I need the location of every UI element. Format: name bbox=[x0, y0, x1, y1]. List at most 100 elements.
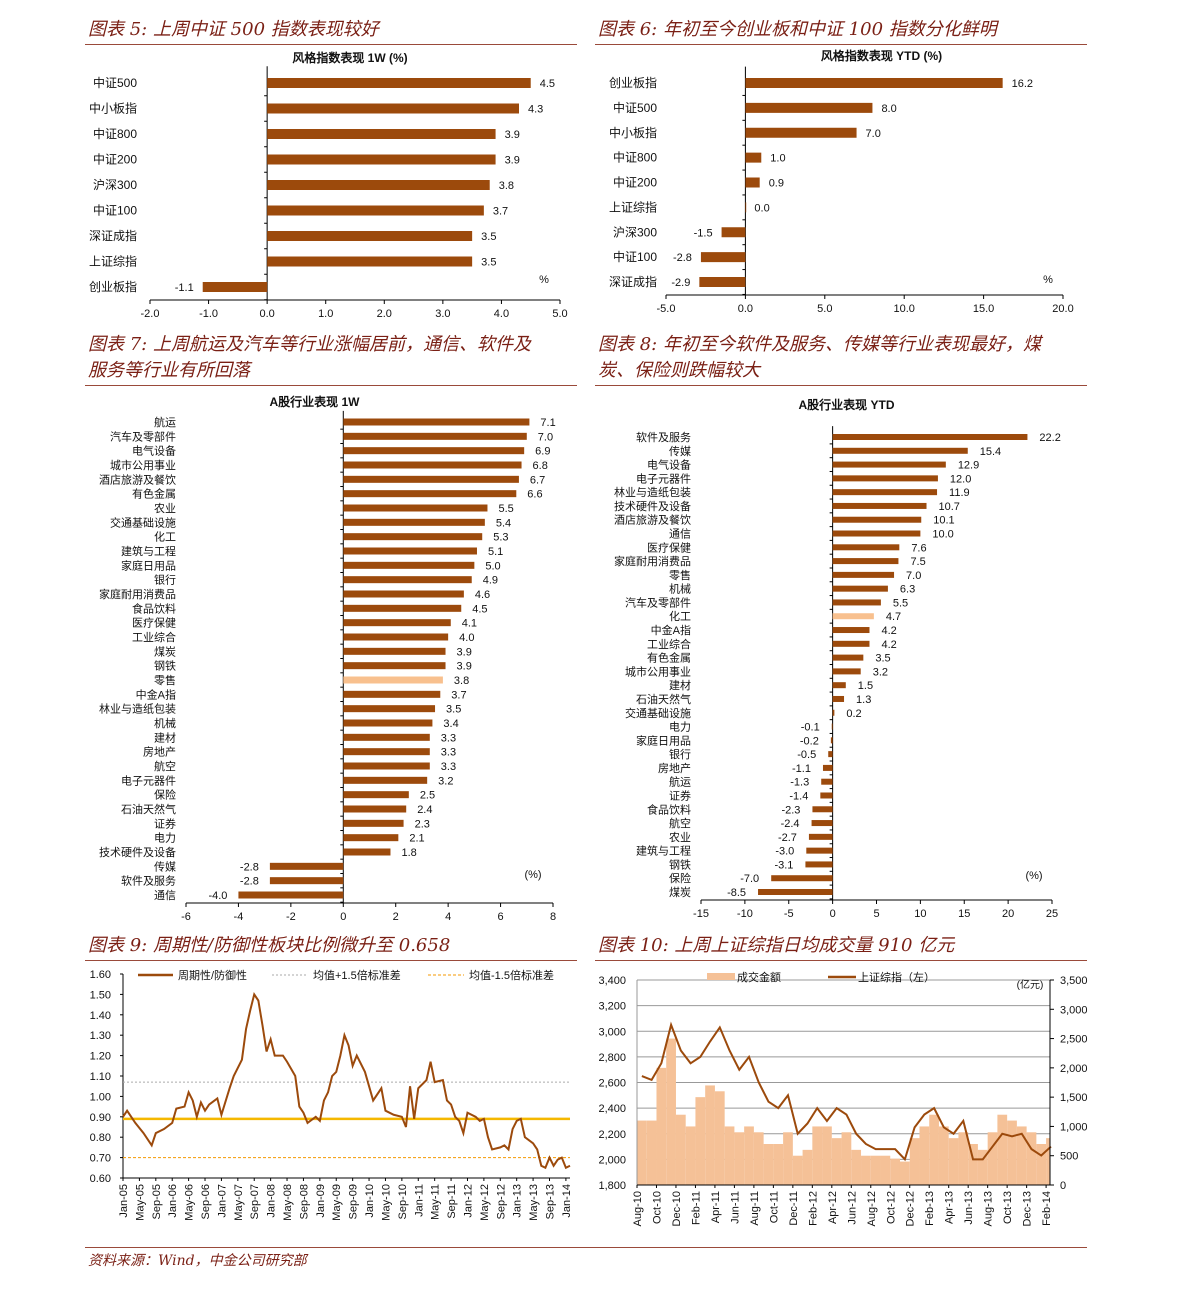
x-tick-label: 25 bbox=[1046, 908, 1058, 920]
left-y-tick-label: 2,200 bbox=[598, 1129, 626, 1141]
right-y-tick-label: 500 bbox=[1060, 1151, 1078, 1163]
x-tick-label: Apr-12 bbox=[827, 1191, 839, 1224]
category-label: 航运 bbox=[154, 415, 176, 429]
data-label: 5.5 bbox=[893, 597, 908, 609]
data-label: -2.7 bbox=[778, 832, 797, 844]
x-tick-label: May-11 bbox=[430, 1184, 442, 1220]
right-y-tick-label: 2,500 bbox=[1060, 1034, 1088, 1046]
data-label: 4.5 bbox=[540, 78, 555, 90]
bar bbox=[267, 78, 531, 88]
x-tick-label: -4 bbox=[234, 911, 244, 923]
data-label: 4.9 bbox=[483, 575, 498, 587]
x-tick-label: -1.0 bbox=[199, 308, 218, 320]
category-label: 传媒 bbox=[669, 445, 691, 458]
unit-label: (%) bbox=[1025, 870, 1042, 882]
category-label: 中证800 bbox=[613, 150, 657, 165]
data-label: 12.0 bbox=[950, 473, 971, 485]
x-tick-label: Oct-12 bbox=[885, 1191, 897, 1224]
category-label: 零售 bbox=[669, 568, 691, 582]
index-series-line bbox=[641, 1021, 1052, 1162]
x-tick-label: 15.0 bbox=[973, 303, 994, 315]
bar bbox=[267, 180, 490, 190]
x-tick-label: 0 bbox=[340, 911, 346, 923]
legend-minus: 均值-1.5倍标准差 bbox=[469, 968, 554, 982]
bar bbox=[832, 668, 861, 675]
bar bbox=[267, 129, 496, 139]
bar bbox=[832, 434, 1028, 440]
category-label: 沪深300 bbox=[613, 225, 657, 239]
x-tick-label: May-05 bbox=[134, 1184, 146, 1221]
volume-bar bbox=[929, 1114, 939, 1185]
volume-bar bbox=[646, 1120, 657, 1185]
bar bbox=[343, 690, 441, 698]
bar bbox=[269, 877, 344, 885]
figure-6-title: 图表 6: 年初至今创业板和中证 100 指数分化鲜明 bbox=[598, 19, 997, 40]
divider bbox=[595, 44, 1087, 45]
category-label: 食品饮料 bbox=[132, 601, 176, 615]
bar bbox=[343, 819, 404, 827]
data-label: 10.0 bbox=[932, 529, 953, 541]
bar bbox=[721, 227, 746, 238]
x-tick-label: -5.0 bbox=[657, 303, 676, 315]
volume-bar bbox=[831, 1138, 842, 1185]
category-label: 中证200 bbox=[613, 175, 657, 190]
y-tick-label: 0.90 bbox=[90, 1112, 111, 1124]
x-tick-label: Sep-11 bbox=[446, 1184, 458, 1219]
figure-8-title-line2: 炭、保险则跌幅较大 bbox=[598, 360, 760, 381]
bar bbox=[805, 861, 833, 868]
data-label: 4.7 bbox=[886, 611, 901, 623]
bar bbox=[745, 152, 762, 163]
bar bbox=[832, 709, 835, 716]
data-label: -2.8 bbox=[240, 876, 259, 888]
right-y-tick-label: 1,000 bbox=[1060, 1121, 1088, 1133]
category-label: 房地产 bbox=[658, 761, 691, 775]
x-tick-label: May-09 bbox=[331, 1184, 343, 1221]
category-label: 技术硬件及设备 bbox=[614, 499, 691, 513]
category-label: 医疗保健 bbox=[132, 616, 176, 630]
category-label: 工业综合 bbox=[132, 630, 176, 644]
volume-bar bbox=[744, 1126, 754, 1185]
data-label: 4.6 bbox=[475, 589, 490, 601]
data-label: -3.1 bbox=[774, 859, 793, 871]
category-label: 中金A指 bbox=[651, 623, 691, 637]
data-label: 7.1 bbox=[540, 417, 555, 429]
category-label: 航空 bbox=[669, 816, 691, 830]
bar bbox=[343, 432, 527, 440]
category-label: 钢铁 bbox=[669, 858, 691, 871]
volume-bar bbox=[851, 1149, 862, 1185]
ratio-series-line bbox=[122, 991, 571, 1170]
legend-swatch-volume bbox=[707, 973, 735, 980]
bar bbox=[343, 619, 451, 627]
category-label: 工业综合 bbox=[647, 637, 691, 651]
category-label: 有色金属 bbox=[132, 487, 176, 501]
left-y-tick-label: 3,200 bbox=[598, 1001, 626, 1013]
data-label: 12.9 bbox=[958, 460, 979, 472]
bar bbox=[832, 502, 927, 509]
data-label: 3.9 bbox=[505, 155, 520, 167]
category-label: 汽车及零部件 bbox=[625, 595, 691, 609]
data-label: 5.0 bbox=[485, 560, 500, 572]
bar bbox=[343, 561, 475, 569]
right-y-tick-label: 0 bbox=[1060, 1180, 1066, 1192]
bar bbox=[832, 530, 921, 537]
bar bbox=[267, 154, 496, 165]
category-label: 保险 bbox=[669, 871, 691, 885]
category-label: 医疗保健 bbox=[647, 540, 691, 554]
data-label: 4.2 bbox=[881, 625, 896, 637]
category-label: 通信 bbox=[154, 889, 176, 902]
x-tick-label: Oct-11 bbox=[768, 1191, 780, 1223]
bar bbox=[267, 256, 473, 267]
bar bbox=[343, 418, 530, 426]
data-label: -3.0 bbox=[775, 846, 794, 858]
x-tick-label: Jun-13 bbox=[963, 1191, 975, 1225]
x-tick-label: Oct-13 bbox=[1002, 1191, 1014, 1224]
volume-bar bbox=[987, 1132, 998, 1185]
data-label: 3.2 bbox=[873, 666, 888, 678]
data-label: -2.3 bbox=[781, 804, 800, 816]
category-label: 建材 bbox=[669, 678, 691, 692]
category-label: 石油天然气 bbox=[121, 802, 176, 816]
x-tick-label: Sep-08 bbox=[298, 1184, 310, 1219]
bar bbox=[822, 764, 833, 771]
left-y-tick-label: 2,800 bbox=[598, 1052, 626, 1064]
x-tick-label: -15 bbox=[693, 908, 709, 920]
